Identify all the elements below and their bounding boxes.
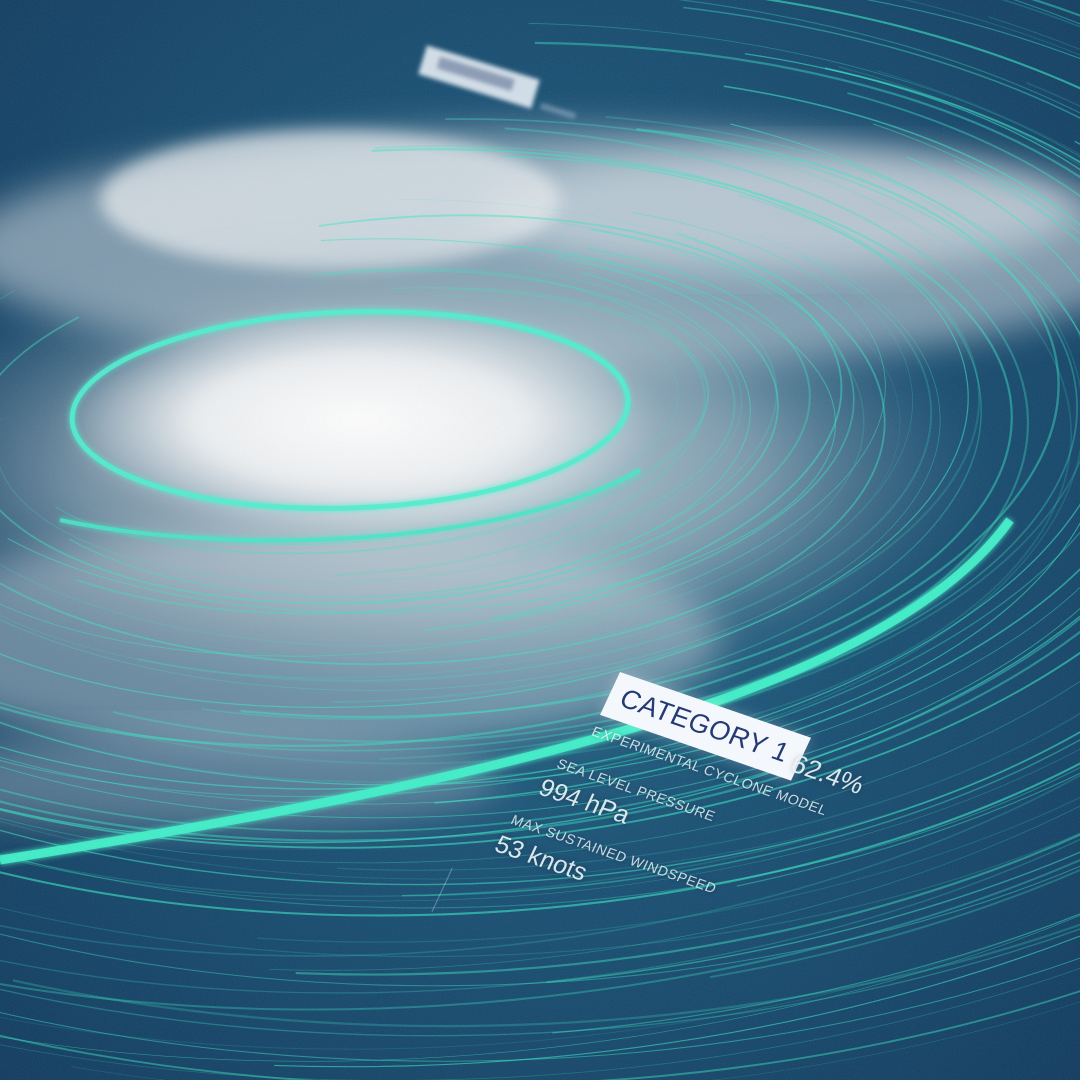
cyclone-scene bbox=[0, 0, 1080, 1080]
cyclone-visualization: CATEGORY 1 62.4% EXPERIMENTAL CYCLONE MO… bbox=[0, 0, 1080, 1080]
